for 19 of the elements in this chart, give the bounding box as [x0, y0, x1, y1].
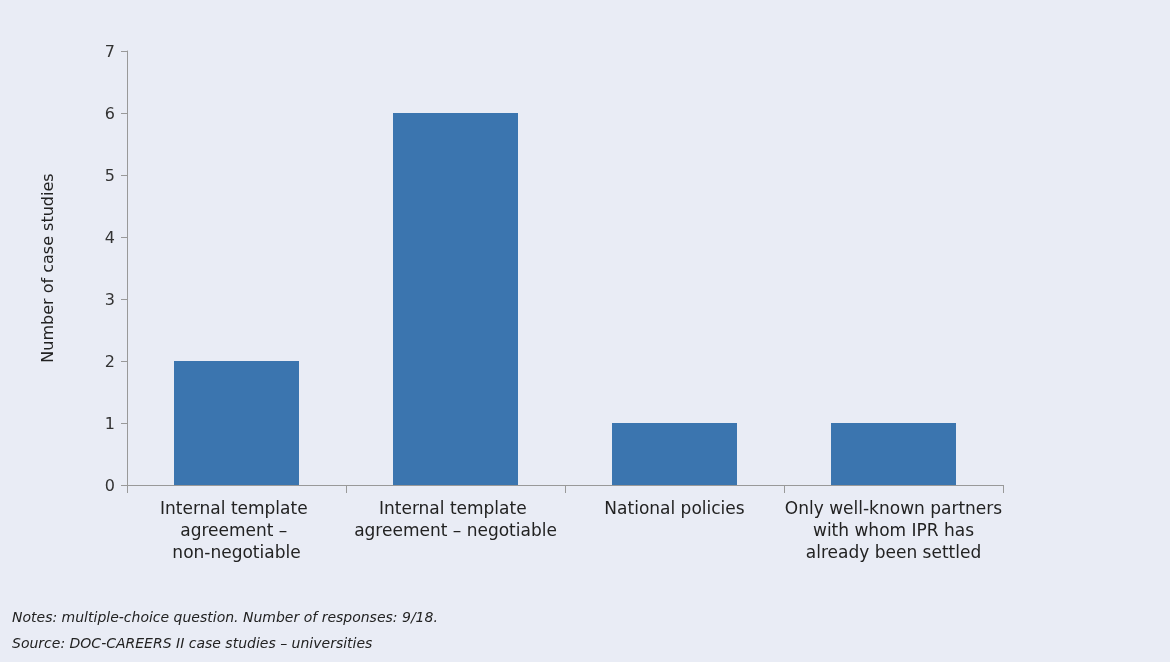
source-note: Source: DOC-CAREERS II case studies – universities — [12, 635, 373, 651]
x-tick-label: Internal template agreement – negotiable — [354, 498, 557, 540]
bar — [831, 423, 956, 485]
bar — [393, 113, 518, 485]
x-tick-label: Only well-known partners with whom IPR has already been settled — [784, 498, 1003, 562]
text: Notes: multiple-choice question. Number of responses: 9/18. — [12, 609, 438, 625]
bar — [174, 361, 299, 485]
y-axis-title: Number of case studies — [37, 173, 57, 363]
y-tick-label: 7 — [104, 41, 115, 61]
x-tick-label: National policies — [604, 498, 745, 518]
y-tick-label: 1 — [104, 413, 115, 433]
y-tick-label: 5 — [104, 165, 115, 185]
y-tick-label: 4 — [104, 227, 115, 247]
y-tick-label: 2 — [104, 351, 115, 371]
x-tick-label: Internal template agreement – non-negotiable — [159, 498, 314, 562]
y-tick-label: 6 — [104, 103, 115, 123]
y-tick-label: 0 — [104, 475, 115, 495]
bar — [612, 423, 737, 485]
y-tick-label: 3 — [104, 289, 115, 309]
